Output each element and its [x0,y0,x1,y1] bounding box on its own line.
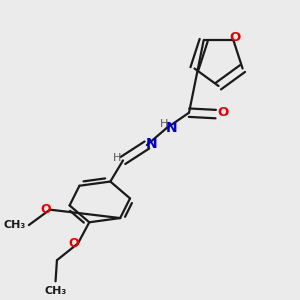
Text: O: O [229,31,240,44]
Text: CH₃: CH₃ [44,286,67,296]
Text: O: O [217,106,228,119]
Text: CH₃: CH₃ [4,220,26,230]
Text: H: H [112,153,121,163]
Text: O: O [69,237,80,250]
Text: H: H [160,119,169,129]
Text: O: O [40,203,51,216]
Text: N: N [146,137,158,152]
Text: N: N [166,121,177,135]
